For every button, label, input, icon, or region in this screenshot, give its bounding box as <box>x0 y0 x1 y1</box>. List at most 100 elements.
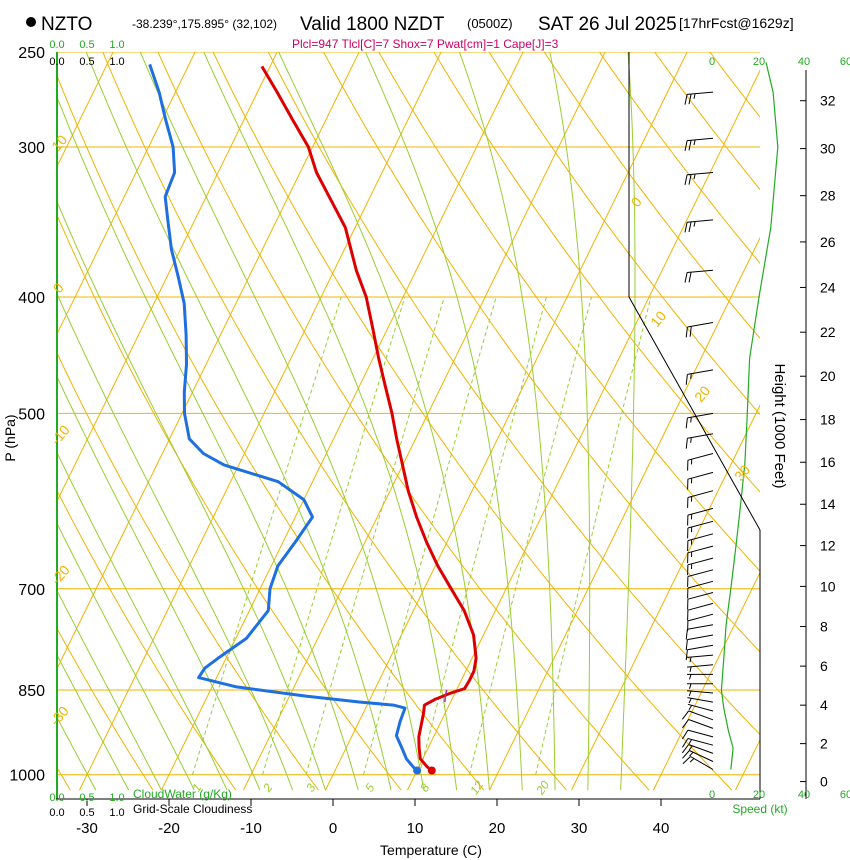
moist-adiabat <box>458 52 556 791</box>
dry-adiabat <box>57 74 485 791</box>
speed-tick-label: 60 <box>840 56 850 68</box>
speed-tick-label: 60 <box>840 789 850 801</box>
wind-barb <box>685 644 714 661</box>
temp-tick-label: 40 <box>653 820 670 837</box>
isotherm-line <box>243 52 606 791</box>
wind-barb <box>681 729 714 740</box>
mixing-ratio-label: 2 <box>259 781 275 796</box>
height-tick-label: 16 <box>820 454 836 470</box>
cloud-tick-label: 1.0 <box>109 56 124 68</box>
height-axis-title: Height (1000 Feet) <box>771 363 788 488</box>
dry-adiabat <box>323 52 760 653</box>
cloud-tick-label: 0.5 <box>79 39 94 51</box>
temp-tick-label: 0 <box>329 820 337 837</box>
mixing-ratio-line <box>418 296 547 775</box>
isotherm-line <box>79 52 442 791</box>
wind-barb <box>687 490 714 508</box>
pressure-tick-label: 300 <box>18 140 45 157</box>
mixing-ratio-line <box>363 296 497 775</box>
cloud-tick-label: 1.0 <box>109 807 124 819</box>
wind-barb <box>687 569 714 587</box>
height-tick-label: 4 <box>820 697 828 713</box>
wind-barb <box>685 634 714 651</box>
dewpoint-line <box>148 63 419 772</box>
height-tick-label: 8 <box>820 619 828 635</box>
dry-adiabat <box>598 52 760 264</box>
height-tick-label: 22 <box>820 324 836 340</box>
height-tick-label: 12 <box>820 538 836 554</box>
isotherm-line <box>571 404 760 791</box>
height-tick-label: 32 <box>820 93 836 109</box>
y-axis-title: P (hPa) <box>2 414 18 461</box>
moist-adiabat <box>57 95 359 791</box>
cloud-tick-label: 0.0 <box>49 807 64 819</box>
moist-adiabat <box>85 52 392 791</box>
dry-adiabat <box>57 489 237 791</box>
plot-boundary <box>628 52 761 531</box>
height-tick-label: 10 <box>820 578 836 594</box>
height-tick-label: 26 <box>820 234 836 250</box>
utc-time: (0500Z) <box>467 16 513 31</box>
wind-barb <box>681 744 714 754</box>
speed-tick-label: 40 <box>798 56 810 68</box>
cloud-tick-label: 0.5 <box>79 56 94 68</box>
temp-tick-label: -10 <box>240 820 262 837</box>
wind-barb <box>687 533 714 552</box>
forecast-info: [17hrFcst@1629z] <box>679 15 794 31</box>
pressure-tick-label: 700 <box>18 582 45 599</box>
dry-adiabat <box>57 351 319 791</box>
height-tick-label: 14 <box>820 496 836 512</box>
cloud-tick-label: 0.0 <box>49 56 64 68</box>
temp-tick-label: 20 <box>489 820 506 837</box>
wind-barb <box>687 613 714 632</box>
surface-dewpoint-marker <box>413 766 422 775</box>
wind-barbs <box>681 91 714 770</box>
mixing-ratio-label: 5 <box>362 781 377 795</box>
temperature-line <box>260 65 478 772</box>
wind-barb <box>681 719 714 729</box>
wind-barb <box>687 592 714 610</box>
height-tick-label: 24 <box>820 279 836 295</box>
height-tick-label: 2 <box>820 736 828 752</box>
isotherm-line <box>57 52 196 336</box>
wind-barb <box>687 471 714 490</box>
isotherm-label: -30 <box>47 703 72 729</box>
height-tick-label: 18 <box>820 412 836 428</box>
dry-adiabat <box>57 213 402 791</box>
wind-speed-line <box>720 62 779 770</box>
cloud-tick-label: 1.0 <box>109 792 124 804</box>
speed-tick-label: 0 <box>709 56 715 68</box>
sounding-profiles <box>148 63 478 775</box>
parcel-line <box>444 689 448 703</box>
pressure-tick-label: 400 <box>18 290 45 307</box>
isotherm-label: -10 <box>48 422 73 448</box>
moist-adiabat <box>278 52 490 791</box>
wind-barb <box>687 507 714 526</box>
moist-adiabat <box>549 52 591 791</box>
speed-tick-label: 20 <box>753 56 765 68</box>
mixing-ratio-label: 3 <box>303 781 318 795</box>
moist-adiabat <box>139 52 425 791</box>
wind-barb <box>687 683 713 689</box>
height-tick-label: 0 <box>820 774 828 790</box>
isotherm-label: 0 <box>628 194 645 210</box>
moist-adiabat <box>203 52 458 791</box>
wind-barb <box>684 269 714 283</box>
mixing-ratio-line <box>469 296 592 775</box>
mixing-ratio-label: 20 <box>533 778 553 798</box>
pressure-tick-label: 500 <box>18 406 45 423</box>
pressure-tick-label: 250 <box>18 45 45 62</box>
temp-tick-label: -30 <box>76 820 98 837</box>
wind-barb <box>687 580 714 599</box>
temp-tick-label: 30 <box>571 820 588 837</box>
moist-adiabat <box>57 716 97 791</box>
cloudwater-label: CloudWater (g/Kg) <box>133 787 232 801</box>
mixing-ratio-line <box>262 296 406 775</box>
isotherm-line <box>489 236 760 791</box>
isotherm-line <box>407 69 760 791</box>
moist-adiabat <box>57 589 162 791</box>
x-axis-title: Temperature (C) <box>380 842 482 858</box>
height-tick-label: 20 <box>820 368 836 384</box>
dry-adiabat <box>157 52 650 791</box>
